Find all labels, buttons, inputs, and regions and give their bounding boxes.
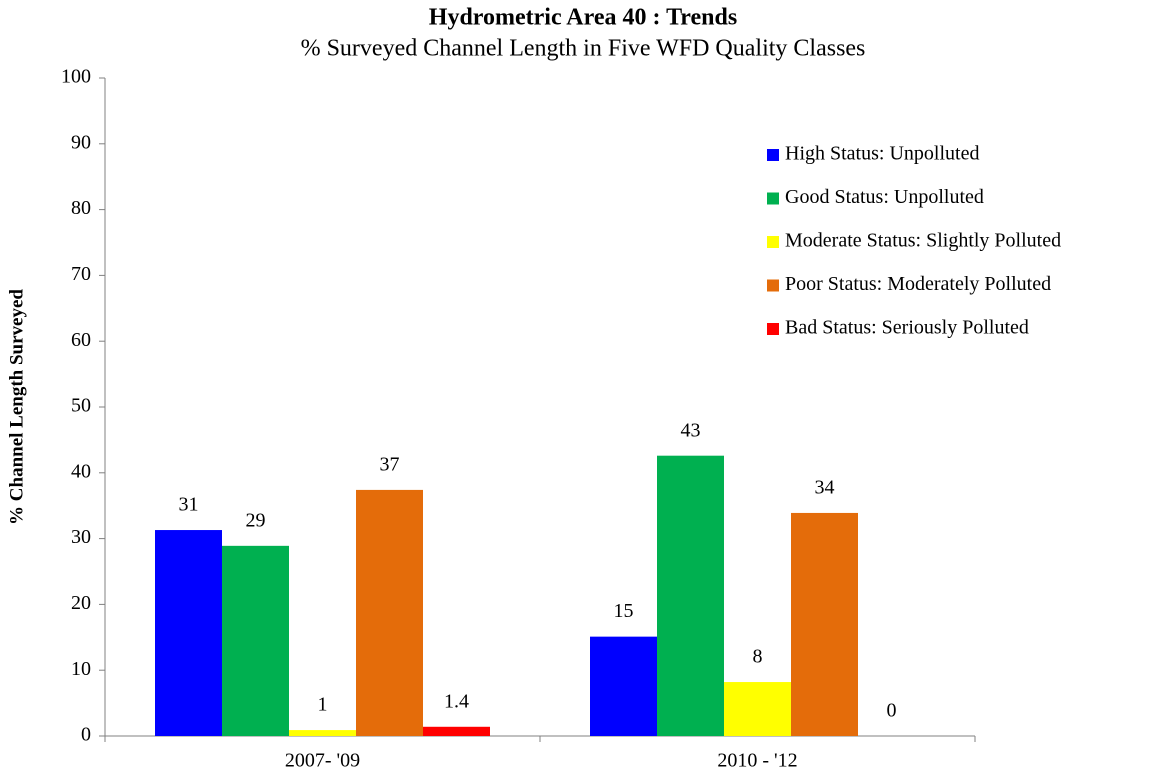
x-tick-label: 2007- '09 (285, 750, 360, 772)
bar (289, 730, 356, 736)
data-label: 15 (614, 600, 634, 622)
y-tick-label: 80 (71, 197, 91, 219)
legend-swatch (767, 279, 779, 292)
y-tick-label: 50 (71, 395, 91, 417)
legend-swatch (767, 323, 779, 335)
chart-subtitle: % Surveyed Channel Length in Five WFD Qu… (301, 36, 866, 62)
legend-label: Moderate Status: Slightly Polluted (785, 230, 1061, 252)
y-tick-label: 60 (71, 329, 91, 351)
data-label: 43 (681, 419, 701, 441)
legend-swatch (767, 149, 779, 161)
y-tick-label: 40 (71, 460, 91, 482)
bar (356, 489, 423, 736)
data-label: 0 (887, 700, 897, 722)
y-axis-label: % Channel Length Surveyed (6, 289, 27, 525)
legend-label: High Status: Unpolluted (785, 143, 979, 165)
bar (724, 682, 791, 736)
y-tick-label: 10 (71, 658, 91, 680)
data-label: 34 (815, 477, 835, 499)
chart-title: Hydrometric Area 40 : Trends (429, 5, 737, 31)
y-tick-label: 0 (81, 724, 91, 746)
bar (590, 636, 657, 736)
y-tick-label: 70 (71, 263, 91, 285)
legend-label: Bad Status: Seriously Polluted (785, 317, 1029, 339)
legend-label: Poor Status: Moderately Polluted (785, 273, 1051, 295)
data-label: 1.4 (444, 690, 469, 712)
bar (423, 726, 490, 736)
bar (222, 545, 289, 736)
bar (155, 530, 222, 736)
y-tick-label: 30 (71, 526, 91, 548)
bar (657, 455, 724, 736)
y-tick-label: 20 (71, 592, 91, 614)
legend-label: Good Status: Unpolluted (785, 186, 984, 208)
x-tick-label: 2010 - '12 (717, 750, 797, 772)
data-label: 37 (380, 454, 400, 476)
legend-swatch (767, 236, 779, 248)
legend-swatch (767, 192, 779, 205)
data-label: 8 (753, 646, 763, 668)
bar (791, 512, 858, 736)
y-tick-label: 100 (61, 66, 91, 88)
data-label: 29 (246, 509, 266, 531)
data-label: 31 (179, 494, 199, 516)
data-label: 1 (318, 694, 328, 716)
y-tick-label: 90 (71, 131, 91, 153)
